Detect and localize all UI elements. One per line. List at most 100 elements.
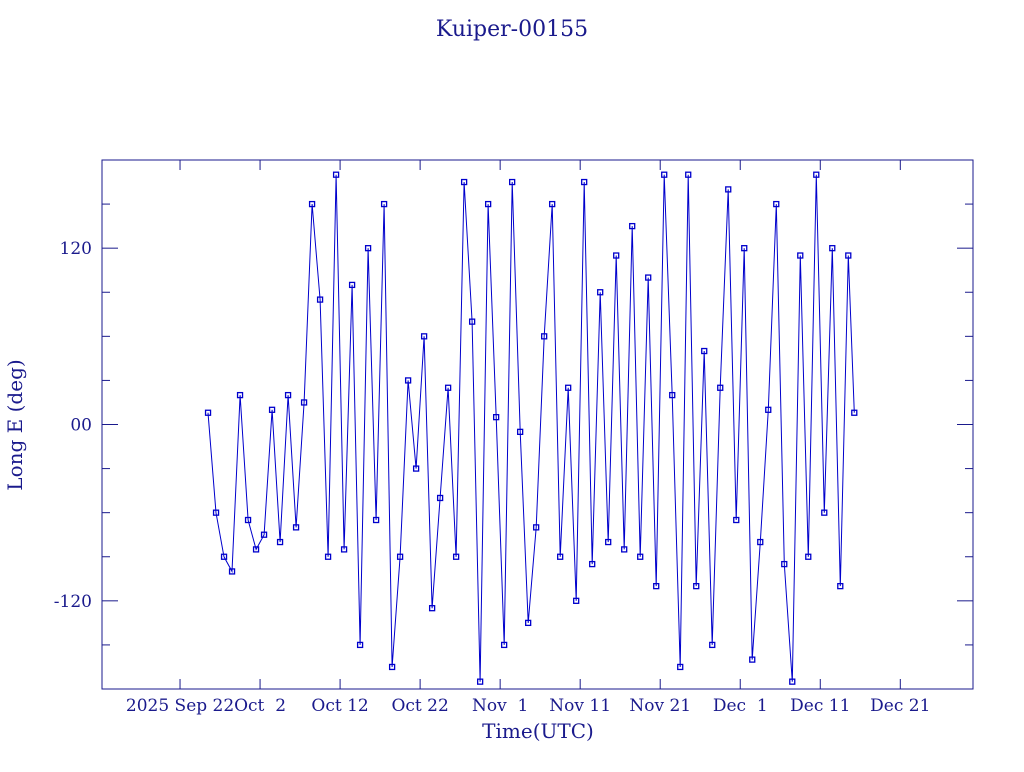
data-point xyxy=(677,663,684,671)
data-point xyxy=(733,516,740,524)
data-point xyxy=(348,281,356,289)
data-point xyxy=(533,524,540,531)
data-point xyxy=(637,553,644,560)
data-point xyxy=(340,546,348,553)
x-tick-label: Oct 2 xyxy=(234,696,286,716)
data-point xyxy=(549,200,556,208)
data-point xyxy=(605,538,612,546)
y-tick-label: -120 xyxy=(54,592,92,612)
plot-frame xyxy=(101,159,974,690)
x-tick-label: 2025 Sep 22 xyxy=(126,696,234,716)
data-point xyxy=(573,597,580,604)
chart-title: Kuiper-00155 xyxy=(436,17,588,42)
data-point xyxy=(501,641,508,649)
data-point xyxy=(404,377,412,384)
x-tick-label: Dec 21 xyxy=(870,696,930,716)
data-point xyxy=(228,568,236,575)
data-point xyxy=(252,546,260,553)
data-point xyxy=(797,252,804,259)
data-point xyxy=(757,538,764,546)
x-tick-label: Dec 11 xyxy=(790,696,850,716)
data-point xyxy=(212,509,220,516)
data-point xyxy=(805,553,812,560)
data-point xyxy=(821,509,828,516)
data-point xyxy=(813,171,820,178)
y-tick-label: 00 xyxy=(70,416,92,436)
data-point xyxy=(484,200,492,208)
data-point xyxy=(493,414,500,421)
data-point xyxy=(332,171,340,178)
data-point xyxy=(693,582,700,590)
plot-area xyxy=(204,171,858,685)
data-point xyxy=(851,409,858,416)
data-point xyxy=(525,619,532,627)
data-point xyxy=(621,546,628,553)
data-point xyxy=(773,200,780,208)
data-point xyxy=(741,245,748,252)
data-point xyxy=(749,656,756,663)
data-point xyxy=(244,516,252,524)
data-point xyxy=(541,333,548,340)
data-point xyxy=(781,560,788,568)
data-point xyxy=(428,605,436,612)
x-tick-label: Nov 21 xyxy=(629,696,691,716)
data-point xyxy=(645,274,652,281)
x-tick-label: Oct 12 xyxy=(311,696,368,716)
data-point xyxy=(220,553,228,560)
data-point xyxy=(837,582,844,590)
x-tick-label: Oct 22 xyxy=(391,696,448,716)
data-point xyxy=(517,428,524,435)
data-point xyxy=(268,406,276,413)
x-tick-label: Nov 1 xyxy=(472,696,528,716)
data-point xyxy=(364,245,372,252)
data-point xyxy=(725,186,732,193)
data-point xyxy=(581,178,588,186)
data-point xyxy=(308,200,316,208)
data-point xyxy=(460,178,468,186)
data-point xyxy=(356,641,364,649)
data-point xyxy=(236,391,244,399)
x-tick-label: Nov 11 xyxy=(549,696,611,716)
data-point xyxy=(300,399,308,406)
data-point xyxy=(557,553,564,560)
data-point xyxy=(476,678,484,685)
data-point xyxy=(260,531,268,538)
data-point xyxy=(436,494,444,502)
y-tick-label: 120 xyxy=(60,239,92,259)
data-point xyxy=(845,252,852,259)
data-point xyxy=(629,222,636,230)
data-point xyxy=(452,553,460,560)
data-point xyxy=(204,409,212,416)
data-point xyxy=(717,384,724,391)
data-point xyxy=(669,391,676,399)
data-point xyxy=(709,641,716,649)
data-point xyxy=(396,553,404,560)
data-point xyxy=(444,384,452,391)
data-point xyxy=(324,553,332,560)
data-point xyxy=(509,178,516,186)
data-point xyxy=(276,538,284,546)
data-point xyxy=(613,252,620,259)
data-point xyxy=(284,391,292,399)
data-point xyxy=(661,171,668,178)
data-point xyxy=(565,384,572,391)
data-point xyxy=(388,663,396,671)
y-axis-label: Long E (deg) xyxy=(3,359,27,490)
data-point xyxy=(597,289,604,296)
data-point xyxy=(468,318,476,325)
data-point xyxy=(765,406,772,413)
data-line xyxy=(207,174,855,682)
data-point xyxy=(701,347,708,355)
data-point xyxy=(653,582,660,590)
data-point xyxy=(789,678,796,685)
data-point xyxy=(292,524,300,531)
data-point xyxy=(380,200,388,208)
data-point xyxy=(316,296,324,303)
x-axis-label: Time(UTC) xyxy=(482,719,594,743)
data-point xyxy=(412,465,420,472)
x-tick-label: Dec 1 xyxy=(713,696,768,716)
data-point xyxy=(372,516,380,524)
data-point xyxy=(420,333,428,340)
data-point xyxy=(685,171,692,178)
